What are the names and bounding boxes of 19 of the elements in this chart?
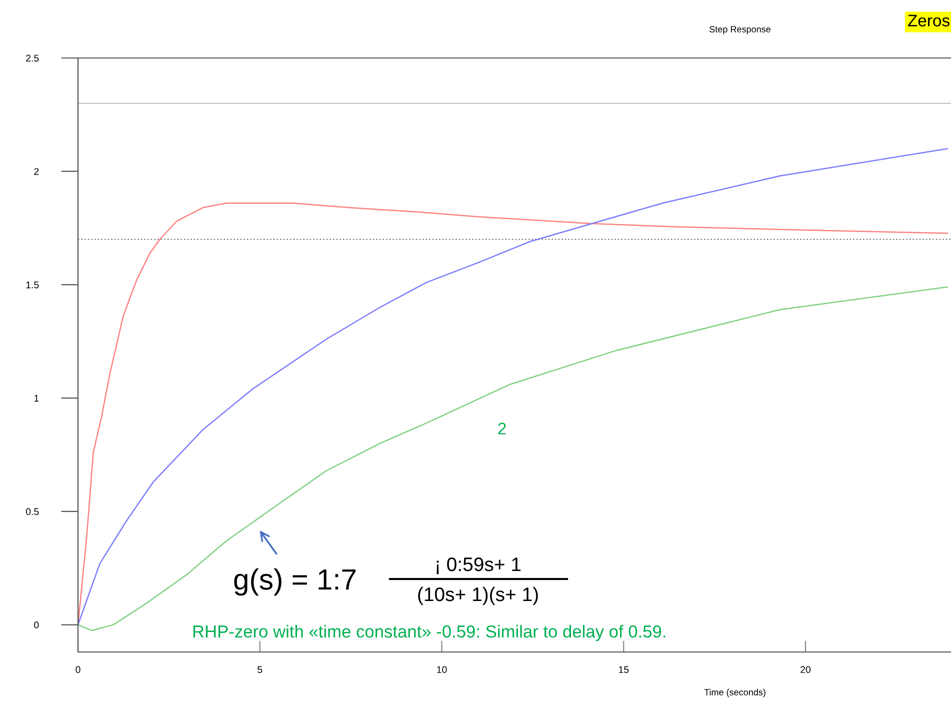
- annotation: g(s) = 1:7: [234, 568, 356, 596]
- x-tick-label: 10: [437, 666, 447, 674]
- y-tick-label: 0.5: [26, 508, 39, 516]
- x-tick-label: 15: [618, 666, 629, 674]
- chart-title: Step Response: [710, 26, 770, 34]
- y-tick-label: 1.5: [26, 282, 39, 288]
- x-tick-label: 0: [76, 666, 80, 674]
- annotation: RHP-zero with «time constant» -0.59: Similar to delay of 0.59.: [193, 624, 666, 642]
- annotation: 2: [498, 422, 506, 434]
- text: Zeros: [908, 14, 950, 26]
- x-axis-title: Time (seconds): [704, 688, 766, 698]
- y-tick-label: 2.5: [26, 54, 39, 62]
- y-tick-label: 1: [34, 394, 39, 402]
- x-tick-label: 20: [800, 666, 811, 674]
- y-tick-label: 0: [34, 622, 39, 628]
- y-tick-label: 2: [34, 168, 39, 175]
- x-tick-label: 5: [258, 666, 262, 674]
- annotation: (10s+ 1)(s+ 1): [418, 586, 538, 606]
- annotation: ¡ 0:59s+ 1: [436, 557, 521, 574]
